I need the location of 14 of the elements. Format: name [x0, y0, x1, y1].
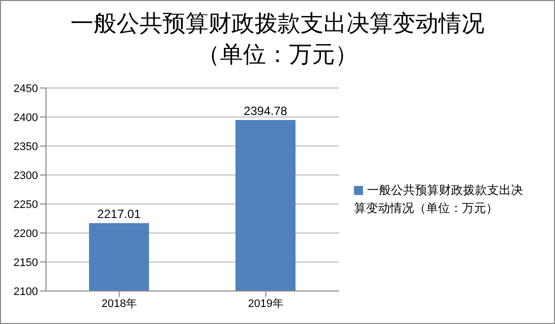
y-tick-label: 2100	[14, 286, 38, 298]
legend-label: 一般公共预算财政拨款支出决算变动情况（单位：万元）	[354, 182, 523, 214]
y-tick-label: 2350	[14, 140, 38, 153]
y-tick-label: 2450	[14, 82, 38, 95]
chart-title: 一般公共预算财政拨款支出决算变动情况（单位：万元）	[70, 10, 486, 70]
y-tick-label: 2200	[14, 228, 38, 240]
y-tick-label: 2400	[14, 112, 38, 124]
y-tick-label: 2150	[14, 256, 38, 269]
y-tick-label: 2250	[14, 198, 38, 211]
x-tick-label: 2019年	[248, 298, 284, 310]
data-label: 2394.78	[244, 104, 288, 118]
data-label: 2217.01	[97, 207, 142, 222]
x-tick-label: 2018年	[102, 298, 137, 310]
y-tick-label: 2300	[14, 170, 38, 182]
